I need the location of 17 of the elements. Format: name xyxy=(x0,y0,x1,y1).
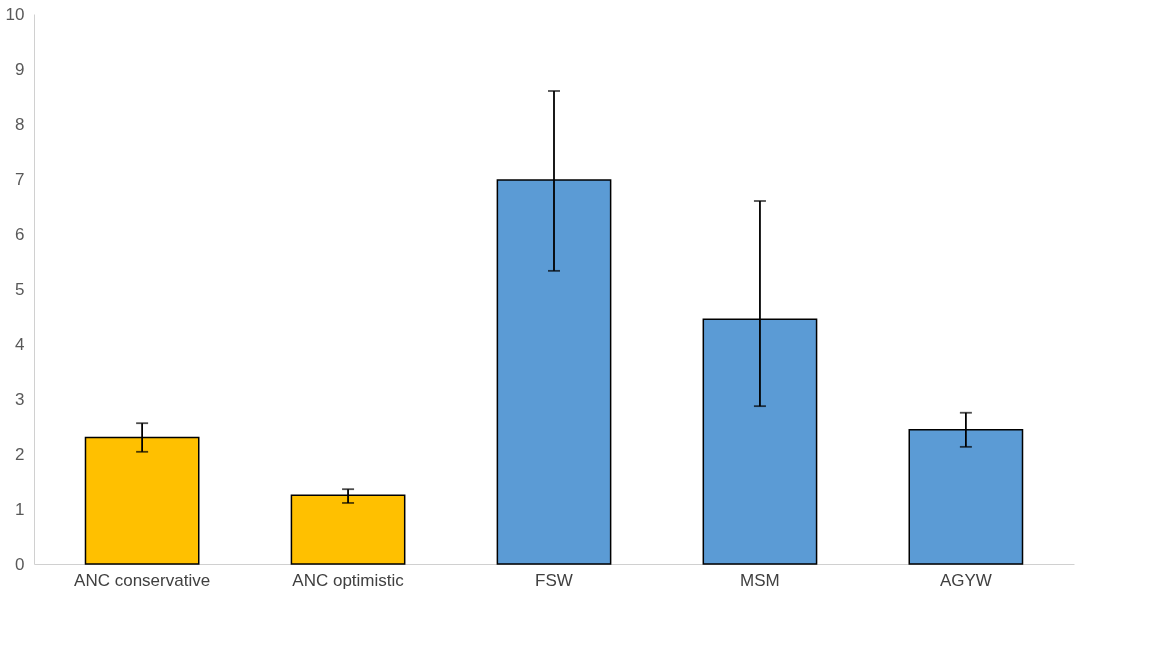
y-tick-label: 1 xyxy=(15,499,25,519)
bar xyxy=(290,494,406,565)
y-tick-label: 7 xyxy=(15,169,25,189)
x-tick-label: ANC conservative xyxy=(74,570,211,590)
y-tick-label: 3 xyxy=(15,389,25,409)
y-tick-label: 5 xyxy=(15,279,25,299)
x-tick-label: MSM xyxy=(740,570,780,590)
y-tick-label: 8 xyxy=(15,114,25,134)
y-tick-label: 0 xyxy=(15,554,25,574)
x-tick-label: AGYW xyxy=(939,570,992,590)
x-tick-label: FSW xyxy=(535,570,573,590)
x-tick-label: ANC optimistic xyxy=(292,570,405,590)
y-tick-label: 10 xyxy=(5,4,25,24)
y-tick-label: 4 xyxy=(15,334,25,354)
y-tick-label: 6 xyxy=(15,224,25,244)
y-tick-label: 9 xyxy=(15,59,25,79)
y-tick-label: 2 xyxy=(15,444,25,464)
